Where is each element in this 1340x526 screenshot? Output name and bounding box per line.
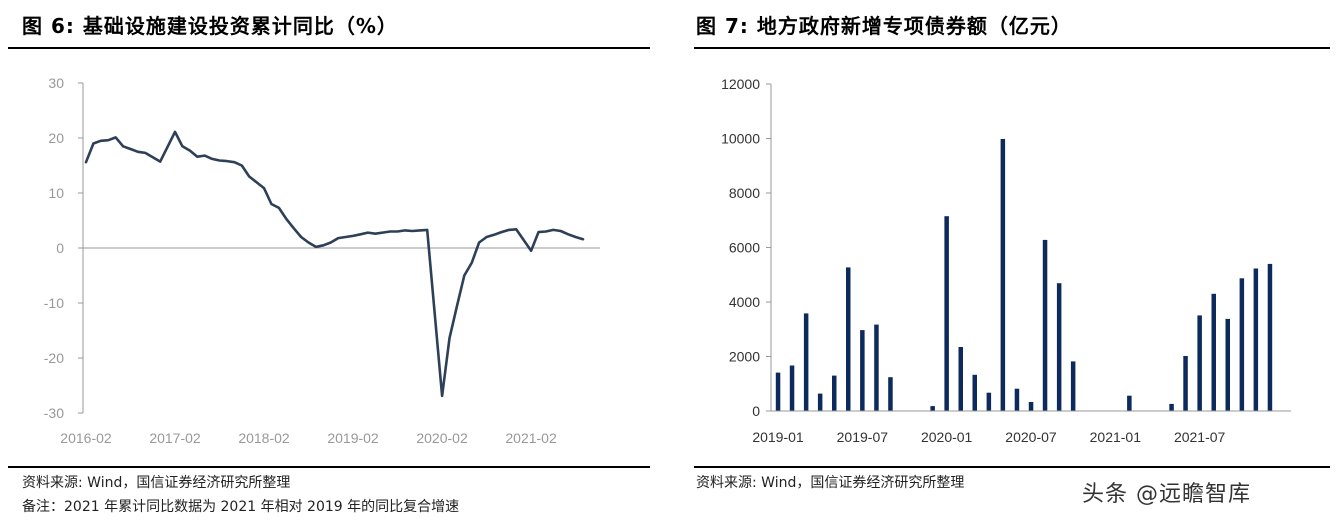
bond-bar: [789, 365, 795, 411]
y-tick-label: 2000: [729, 349, 760, 365]
bond-bar: [1239, 278, 1245, 411]
bond-bar: [1197, 315, 1202, 411]
bond-bar: [1225, 318, 1230, 411]
bond-bar: [986, 392, 992, 411]
x-tick-label: 2021-01: [1090, 429, 1142, 445]
bond-bar: [972, 374, 977, 411]
x-tick-label: 2018-02: [238, 430, 290, 446]
bond-bar: [1267, 263, 1273, 411]
y-tick-label: 12000: [721, 76, 760, 92]
left-chart-title: 图 6: 基础设施建设投资累计同比（%）: [22, 14, 398, 38]
left-top-rule: [8, 47, 650, 49]
right-chart-title: 图 7: 地方政府新增专项债券额（亿元）: [696, 14, 1072, 38]
y-tick-label: -10: [44, 295, 64, 311]
left-source-text: 资料来源: Wind，国信证券经济研究所整理: [22, 475, 291, 491]
y-tick-label: 6000: [729, 240, 760, 256]
infrastructure-investment-line-chart: 30 20 10 0 -10 -20 -30 2016-02 2017-02 2018-02 201…: [44, 75, 600, 446]
x-tick-label: 2020-01: [921, 429, 973, 445]
y-tick-label: 4000: [729, 294, 760, 310]
x-tick-label: 2016-02: [60, 430, 112, 446]
right-figure-panel: 图 7: 地方政府新增专项债券额（亿元） 12000 10000 8000 6000 4…: [690, 0, 1340, 526]
bond-bar: [944, 216, 949, 411]
bond-bar: [817, 393, 823, 411]
bond-bar: [860, 330, 865, 411]
y-tick-label: 10000: [721, 131, 760, 147]
y-tick-label: 20: [48, 130, 64, 146]
watermark-text: 头条 @远瞻智库: [1082, 482, 1251, 507]
bond-bar: [1253, 268, 1259, 411]
bond-bar: [874, 324, 879, 411]
left-note-text: 备注：2021 年累计同比数据为 2021 年相对 2019 年的同比复合增速: [22, 499, 460, 515]
left-bottom-rule: [8, 466, 650, 468]
right-top-rule: [694, 47, 1330, 49]
y-tick-label: -20: [44, 350, 64, 366]
x-tick-label: 2019-02: [327, 430, 379, 446]
x-tick-label: 2020-07: [1005, 429, 1057, 445]
bond-bar: [832, 375, 837, 411]
bond-bar: [1183, 356, 1188, 411]
bond-bar: [1000, 139, 1006, 411]
y-tick-label: 0: [56, 240, 64, 256]
bond-bar: [1169, 403, 1174, 411]
bond-bar: [888, 377, 893, 411]
y-tick-label: 30: [48, 75, 64, 91]
y-tick-label: 8000: [729, 185, 760, 201]
bond-bar: [803, 313, 809, 411]
infrastructure-yoy-line: [84, 130, 585, 398]
x-tick-label: 2019-01: [752, 429, 804, 445]
x-tick-label: 2021-02: [505, 430, 557, 446]
bond-bar: [930, 406, 935, 411]
y-tick-label: 0: [752, 403, 760, 419]
bond-bar: [1028, 402, 1034, 411]
right-bottom-rule: [694, 466, 1330, 468]
x-tick-label: 2019-07: [837, 429, 889, 445]
bond-bar: [1014, 388, 1020, 411]
bond-bar: [958, 347, 963, 411]
left-figure-panel: 图 6: 基础设施建设投资累计同比（%） 30 20 10 0 -10 -20 -30 201…: [0, 0, 650, 526]
bond-bar: [775, 372, 781, 411]
bond-bar: [1056, 283, 1062, 411]
bond-bar: [1211, 293, 1216, 411]
x-tick-label: 2021-07: [1174, 429, 1226, 445]
bond-bar: [1042, 239, 1048, 411]
x-tick-label: 2020-02: [416, 430, 468, 446]
special-bond-bar-chart: 12000 10000 8000 6000 4000 2000 0 2019-01 2019-0…: [721, 76, 1291, 445]
bond-bar: [1127, 395, 1132, 411]
bond-bar: [846, 267, 851, 411]
y-tick-label: -30: [44, 405, 64, 421]
right-source-text: 资料来源: Wind，国信证券经济研究所整理: [696, 475, 965, 491]
y-tick-label: 10: [48, 185, 64, 201]
bond-bar: [1070, 361, 1076, 411]
x-tick-label: 2017-02: [149, 430, 201, 446]
